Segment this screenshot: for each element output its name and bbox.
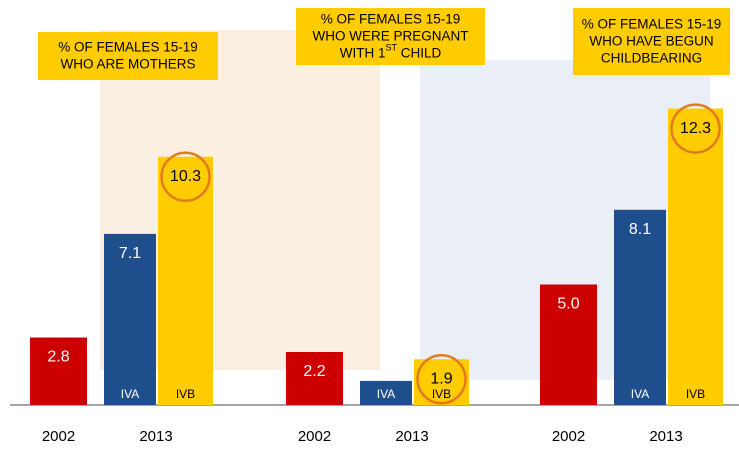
series-label: IVA <box>377 387 395 401</box>
bar <box>540 284 597 405</box>
bar <box>668 108 723 405</box>
value-label: 7.1 <box>119 245 141 262</box>
bar <box>360 380 412 405</box>
x-tick-label: 2002 <box>298 428 331 445</box>
title-text: % OF FEMALES 15-19 <box>582 16 722 31</box>
series-label: IVA <box>631 387 649 401</box>
value-label: 12.3 <box>680 120 711 137</box>
value-label: 5.0 <box>557 296 579 313</box>
series-label: IVA <box>121 387 139 401</box>
chart-title: WITH 1ST CHILD <box>340 43 442 60</box>
x-tick-label: 2013 <box>395 428 428 445</box>
highlight-ring <box>416 353 467 405</box>
bar <box>158 156 213 405</box>
title-text: CHILD <box>397 45 442 60</box>
title-box <box>573 8 730 75</box>
title-text: WHO HAVE BEGUN <box>589 33 713 48</box>
bar <box>414 359 469 405</box>
highlight-ring <box>160 151 211 203</box>
bar <box>286 351 343 405</box>
title-text: CHILDBEARING <box>601 50 702 65</box>
title-text: WITH 1 <box>340 45 386 60</box>
value-label: 8.1 <box>629 221 651 238</box>
value-label: 2.8 <box>47 349 69 366</box>
chart-title: CHILDBEARING <box>601 50 702 65</box>
chart-title: % OF FEMALES 15-19 <box>58 39 198 54</box>
title-text: WHO WERE PREGNANT <box>312 28 468 43</box>
chart-title: % OF FEMALES 15-19 <box>582 16 722 31</box>
x-tick-label: 2013 <box>649 428 682 445</box>
value-label: 10.3 <box>170 168 201 185</box>
title-superscript: ST <box>385 43 397 53</box>
chart-title: WHO WERE PREGNANT <box>312 28 468 43</box>
title-text: WHO ARE MOTHERS <box>60 56 195 71</box>
chart-title: WHO ARE MOTHERS <box>60 56 195 71</box>
title-box <box>38 32 218 80</box>
chart-title: WHO HAVE BEGUN <box>589 33 713 48</box>
bar <box>30 337 87 405</box>
title-text: % OF FEMALES 15-19 <box>321 11 461 26</box>
title-text: % OF FEMALES 15-19 <box>58 39 198 54</box>
highlight-ring <box>670 103 721 154</box>
value-label: 2.2 <box>303 363 325 380</box>
series-label: IVB <box>686 387 705 401</box>
x-tick-label: 2013 <box>139 428 172 445</box>
value-label: 1.9 <box>430 370 452 387</box>
series-label: IVB <box>432 387 451 401</box>
bar <box>104 233 156 405</box>
chart-title: % OF FEMALES 15-19 <box>321 11 461 26</box>
title-box <box>296 8 485 65</box>
bar <box>614 209 666 405</box>
x-tick-label: 2002 <box>42 428 75 445</box>
x-tick-label: 2002 <box>552 428 585 445</box>
series-label: IVB <box>176 387 195 401</box>
